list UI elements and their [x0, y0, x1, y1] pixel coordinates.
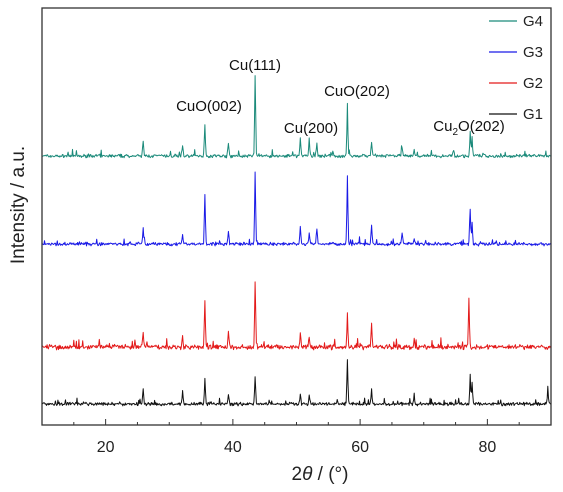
legend-label-g1: G1: [523, 106, 543, 123]
series-line-g4: [41, 75, 552, 159]
peak-annotations: CuO(002) Cu(111) Cu(200) CuO(202) Cu2O(202): [176, 57, 505, 138]
x-title-suffix: / (°): [312, 464, 348, 485]
y-axis-title: Intensity / a.u.: [8, 146, 29, 264]
legend: G4 G3 G2 G1: [489, 13, 543, 123]
series-line-g1: [41, 359, 552, 407]
peak-label: Cu(111): [229, 57, 281, 74]
x-tick-label: 20: [97, 439, 115, 456]
peak-label: CuO(202): [324, 83, 390, 100]
peak-label: Cu2O(202): [433, 118, 504, 138]
peak-label: CuO(002): [176, 98, 242, 115]
series-line-g2: [41, 281, 552, 351]
x-tick-label: 80: [478, 439, 496, 456]
x-axis: 20 40 60 80: [41, 419, 552, 456]
x-title-prefix: 2: [292, 464, 303, 485]
x-title-symbol: θ: [302, 464, 313, 485]
peak-label: Cu(200): [284, 120, 338, 137]
legend-label-g4: G4: [523, 13, 543, 30]
x-tick-label: 60: [351, 439, 369, 456]
x-tick-label: 40: [224, 439, 242, 456]
diffraction-traces: [41, 75, 552, 407]
legend-label-g2: G2: [523, 75, 543, 92]
series-line-g3: [41, 171, 552, 247]
legend-label-g3: G3: [523, 44, 543, 61]
plot-frame: [41, 7, 552, 426]
x-axis-title: 2θ / (°): [292, 464, 349, 485]
